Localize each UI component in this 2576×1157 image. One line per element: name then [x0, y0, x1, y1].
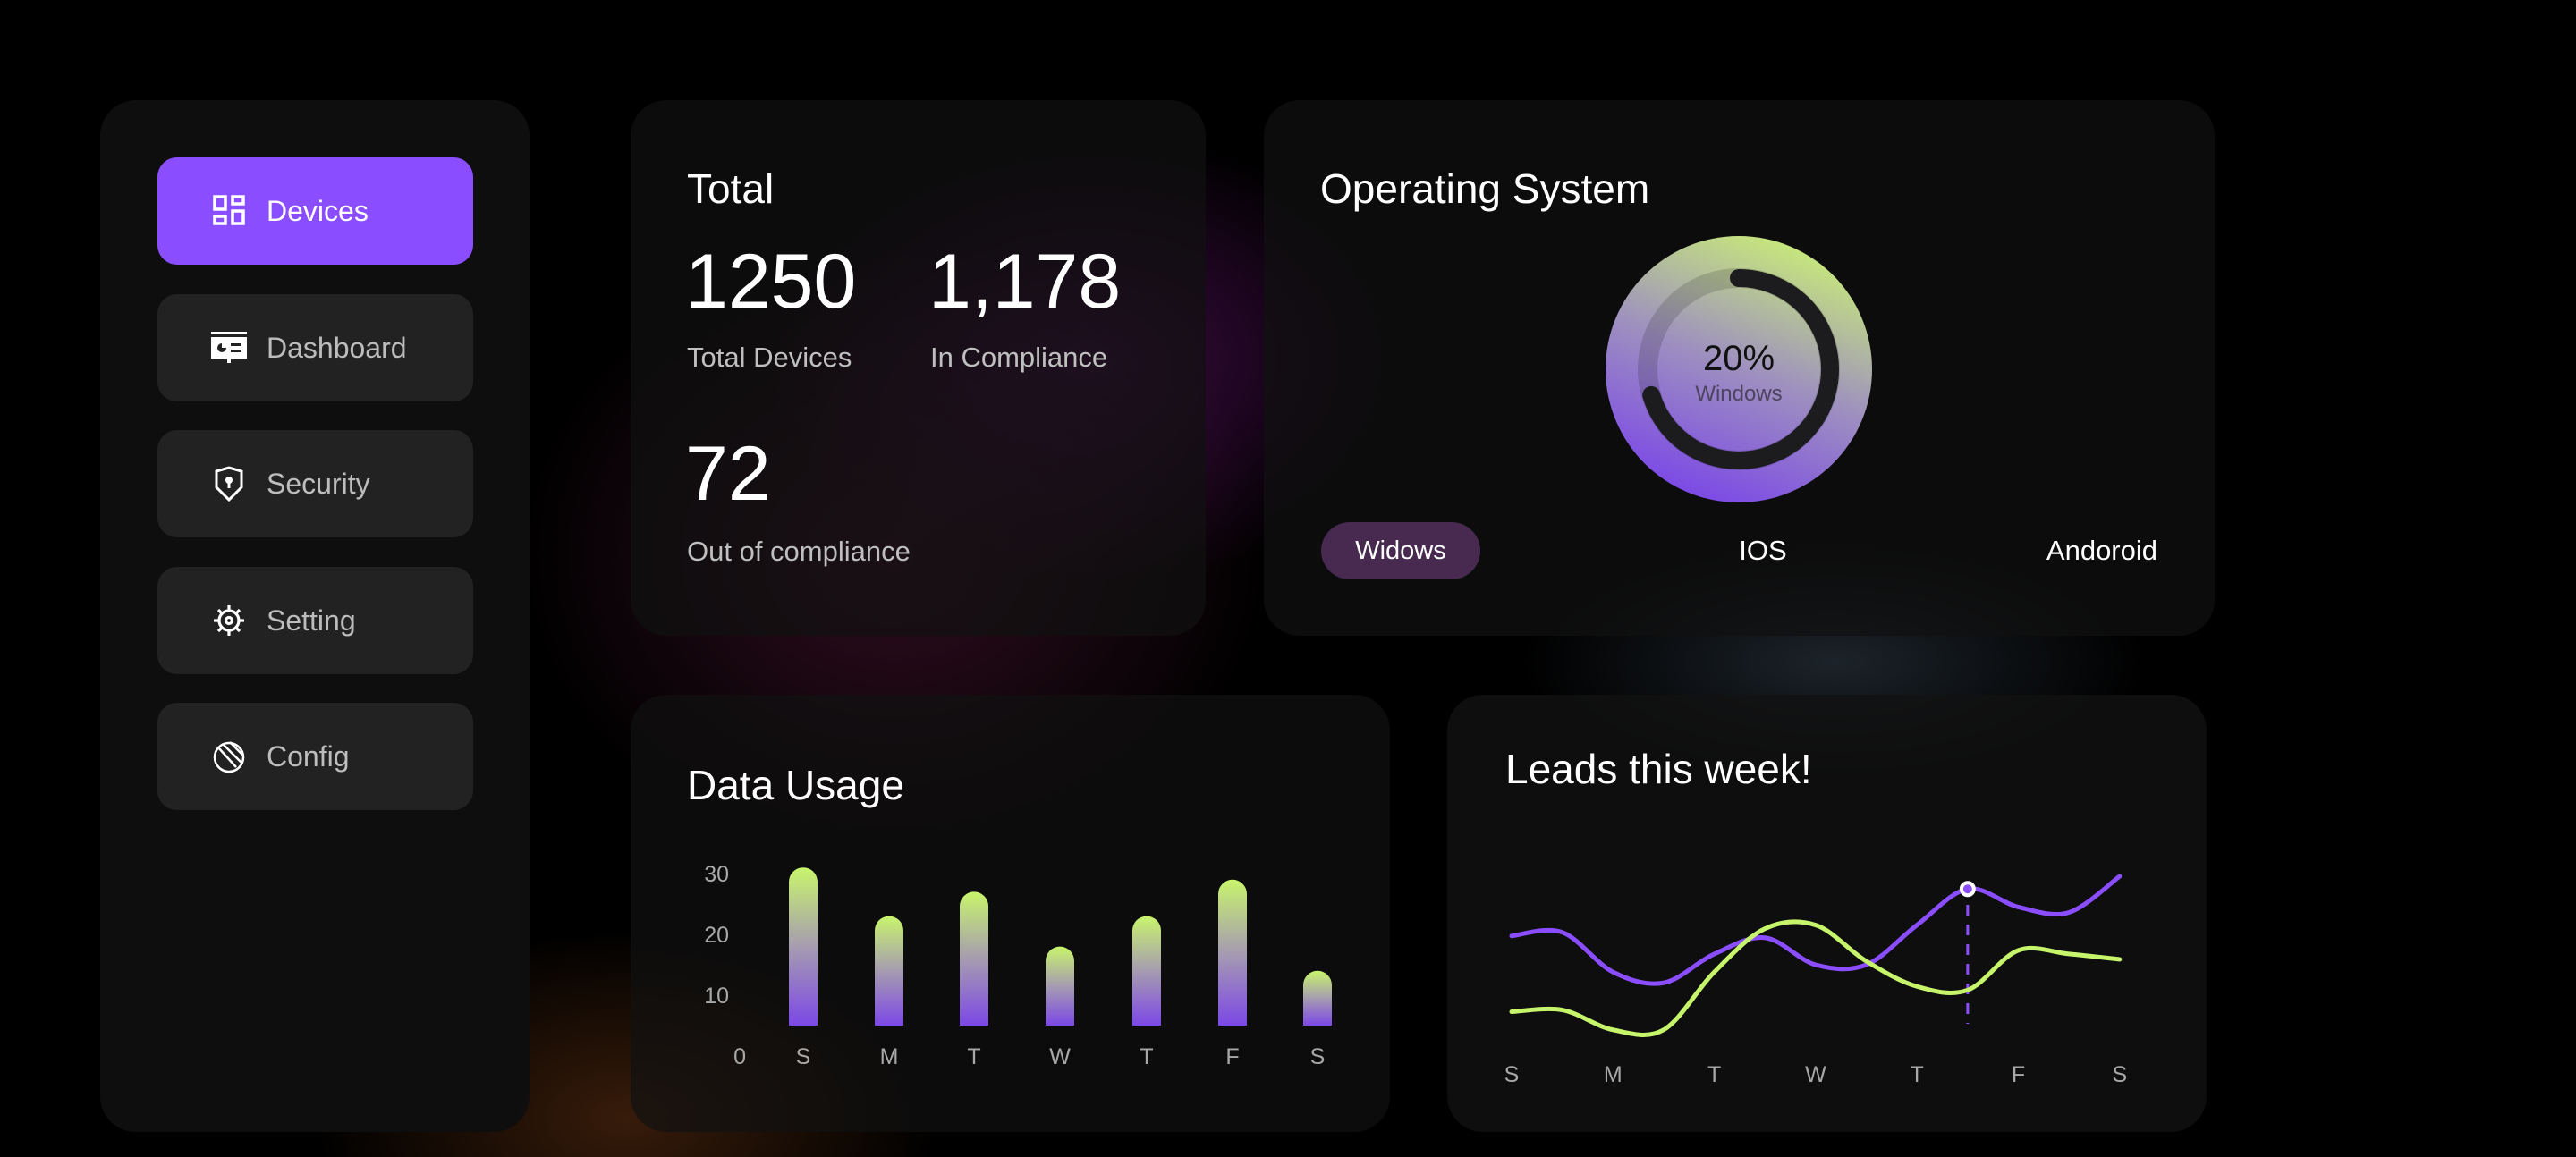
x-tick-label: S — [2112, 1062, 2127, 1087]
data-usage-title: Data Usage — [687, 762, 904, 808]
x-tick-label: T — [1140, 1044, 1153, 1069]
devices-grid-icon — [213, 195, 245, 225]
sidebar-item-devices[interactable]: Devices — [157, 157, 473, 265]
sidebar-item-security[interactable]: Security — [157, 430, 473, 537]
highlight-point[interactable] — [1959, 881, 1976, 898]
leads-title: Leads this week! — [1505, 746, 1812, 792]
series-line-2 — [1509, 919, 2123, 1037]
x-tick-label: W — [1805, 1062, 1826, 1087]
data-usage-card — [631, 695, 1390, 1132]
bar — [1303, 970, 1332, 1026]
sidebar-item-label: Security — [267, 467, 370, 500]
donut-percent: 20% — [1703, 339, 1775, 378]
bar — [1046, 946, 1074, 1026]
bar — [789, 867, 818, 1026]
x-tick-label: M — [880, 1044, 899, 1069]
x-tick-label: T — [967, 1044, 980, 1069]
sidebar-item-label: Devices — [267, 194, 369, 227]
total-card — [631, 100, 1206, 636]
series-line-1 — [1509, 874, 2123, 986]
os-donut-chart: 20% Windows — [1606, 236, 1872, 502]
total-devices-value: 1250 — [685, 239, 857, 325]
bar — [1218, 879, 1247, 1026]
x-tick-label: M — [1604, 1062, 1623, 1087]
x-tick-label: W — [1049, 1044, 1071, 1069]
donut-label: Windows — [1695, 382, 1782, 406]
gear-icon — [214, 605, 244, 636]
config-circle-icon — [213, 741, 245, 773]
dashboard-presentation-icon — [211, 332, 247, 363]
x-tick-label: S — [1310, 1044, 1326, 1069]
x-tick-label: F — [1225, 1044, 1239, 1069]
leads-card — [1447, 695, 2207, 1132]
sidebar-item-dashboard[interactable]: Dashboard — [157, 294, 473, 401]
x-tick-label: F — [2012, 1062, 2025, 1087]
y-tick-label: 10 — [704, 984, 729, 1009]
os-tab-android[interactable]: Andoroid — [2046, 535, 2157, 566]
total-title: Total — [687, 165, 775, 212]
x-tick-label: T — [1911, 1062, 1924, 1087]
in-compliance-value: 1,178 — [928, 239, 1122, 325]
x-tick-label: S — [796, 1044, 811, 1069]
sidebar-item-setting[interactable]: Setting — [157, 567, 473, 674]
sidebar-item-label: Setting — [267, 604, 356, 637]
sidebar-item-config[interactable]: Config — [157, 703, 473, 810]
y-tick-label: 30 — [704, 862, 729, 887]
total-devices-label: Total Devices — [687, 342, 852, 373]
bar — [1132, 916, 1161, 1026]
y-tick-label: 0 — [733, 1044, 746, 1069]
os-tab-windows[interactable]: Widows — [1321, 522, 1480, 579]
out-compliance-value: 72 — [685, 431, 771, 517]
donut-arc — [1639, 269, 1839, 469]
os-title: Operating System — [1320, 165, 1650, 212]
shield-lock-icon — [215, 466, 243, 502]
y-tick-label: 20 — [704, 923, 729, 948]
out-compliance-label: Out of compliance — [687, 536, 911, 567]
x-tick-label: S — [1504, 1062, 1520, 1087]
sidebar-item-label: Config — [267, 739, 350, 773]
x-tick-label: T — [1707, 1062, 1721, 1087]
os-tab-ios[interactable]: IOS — [1739, 535, 1787, 566]
sidebar-item-label: Dashboard — [267, 331, 407, 364]
in-compliance-label: In Compliance — [930, 342, 1108, 373]
bar — [875, 916, 903, 1026]
bar — [960, 891, 988, 1026]
